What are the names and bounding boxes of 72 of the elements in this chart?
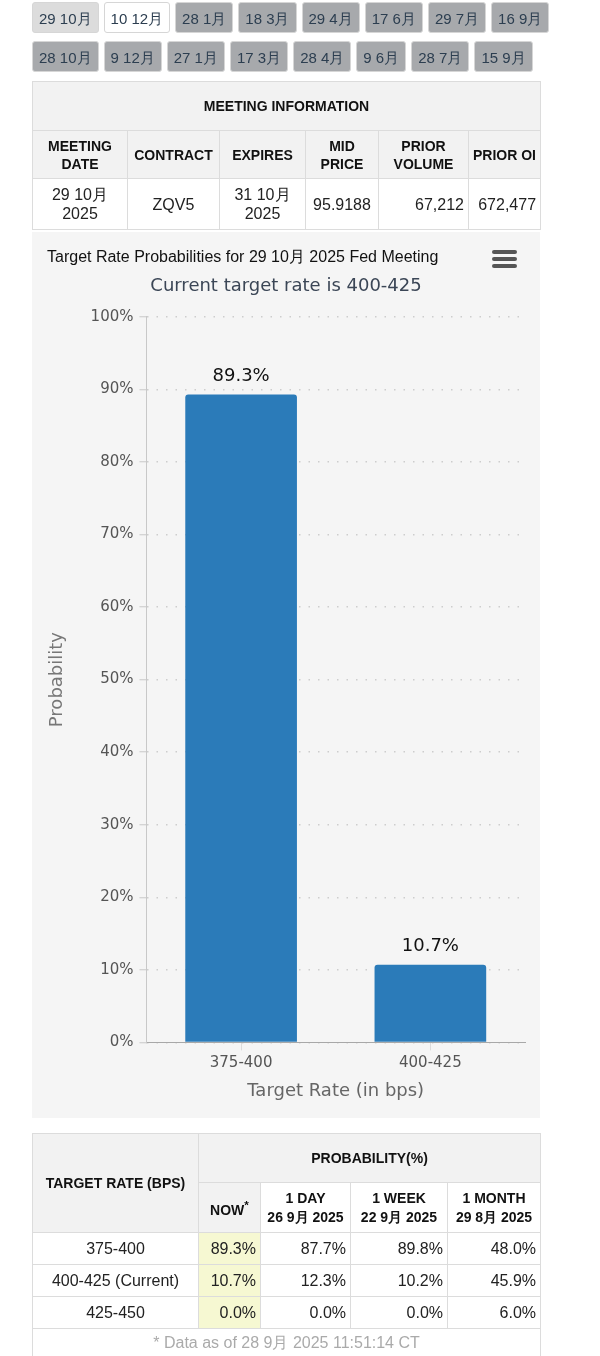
text: 18 3月 [245, 10, 290, 27]
text: 28 7月 [418, 49, 463, 66]
text: 17 6月 [371, 10, 416, 27]
text: 89.3% [210, 1239, 256, 1257]
text: 400-425 (Current) [51, 1271, 180, 1289]
chart-title: Target Rate Probabilities for 29 10月 2025 Fed Meeting [47, 248, 439, 266]
y-axis-title: Probability [45, 631, 67, 728]
y-tick-label: 30% [100, 814, 134, 833]
text: PRIOR VOLUME [393, 137, 454, 172]
text: 89.8% [397, 1239, 443, 1257]
text: 29 7月 [434, 10, 480, 27]
text: 29 4月 [308, 10, 353, 27]
text: 28 1月 [182, 10, 227, 27]
text: 672,477 [478, 195, 537, 213]
y-tick-label: 80% [100, 451, 134, 470]
text: 10.2% [397, 1271, 443, 1289]
text: 26 9月 2025 [267, 1208, 344, 1225]
text: PROBABILITY(%) [311, 1149, 428, 1166]
text: 29 8月 2025 [455, 1208, 533, 1225]
text: 29 10月 2025 [51, 186, 109, 222]
text: 10.7% [210, 1271, 256, 1289]
text: 16 9月 [498, 10, 543, 27]
text: 22 9月 2025 [360, 1208, 438, 1225]
text: 45.9% [490, 1271, 537, 1289]
text: 15 9月 [481, 49, 526, 66]
y-tick-label: 60% [100, 596, 134, 615]
text: MEETING INFORMATION [203, 98, 370, 114]
y-tick-label: 100% [90, 306, 134, 325]
data-label: 10.7% [401, 934, 459, 956]
text: MEETING DATE [48, 137, 112, 172]
y-tick-label: 0% [109, 1032, 134, 1051]
text: 0.0% [309, 1303, 346, 1321]
text: 425-450 [86, 1303, 145, 1321]
text: TARGET RATE (BPS) [45, 1174, 186, 1191]
text: 29 10月 [39, 10, 92, 27]
y-tick-label: 70% [100, 524, 134, 543]
text: 31 10月 2025 [234, 186, 291, 222]
y-tick-label: 10% [100, 959, 134, 978]
x-tick-label: 400-425 [399, 1053, 462, 1072]
text: 1 DAY [285, 1189, 326, 1206]
text: 27 1月 [173, 49, 218, 66]
text: 95.9188 [313, 195, 371, 213]
y-tick-label: 20% [100, 887, 134, 906]
y-tick-label: 90% [100, 379, 134, 398]
text: NOW$^{*}$ [210, 1198, 249, 1218]
text: 1 WEEK [372, 1189, 426, 1206]
text: 1 MONTH [462, 1189, 526, 1206]
text: 10 12月 [110, 10, 164, 27]
chart-subtitle: Current target rate is 400-425 [150, 273, 422, 295]
text: 28 10月 [39, 49, 92, 66]
text: 87.7% [300, 1239, 346, 1257]
text: 67,212 [415, 195, 464, 213]
y-tick-label: 50% [100, 669, 134, 688]
text: 9 6月 [363, 49, 400, 66]
text: 48.0% [490, 1239, 537, 1257]
text: PRIOR OI [473, 146, 537, 163]
text: 12.3% [300, 1271, 346, 1289]
data-label: 89.3% [212, 364, 270, 386]
text: 0.0% [406, 1303, 443, 1321]
y-tick-label: 40% [100, 742, 134, 761]
text: EXPIRES [232, 146, 293, 163]
x-axis-title: Target Rate (in bps) [246, 1078, 425, 1100]
text: 375-400 [86, 1239, 145, 1257]
text: 6.0% [499, 1303, 537, 1321]
text: ZQV5 [152, 195, 195, 213]
text: 17 3月 [236, 49, 282, 66]
text: 0.0% [219, 1303, 256, 1321]
text: 28 4月 [300, 49, 345, 66]
text: MID PRICE [320, 137, 364, 172]
text: 9 12月 [110, 49, 155, 66]
text: * Data as of 28 9月 2025 11:51:14 CT [153, 1333, 420, 1351]
text: CONTRACT [134, 146, 213, 163]
